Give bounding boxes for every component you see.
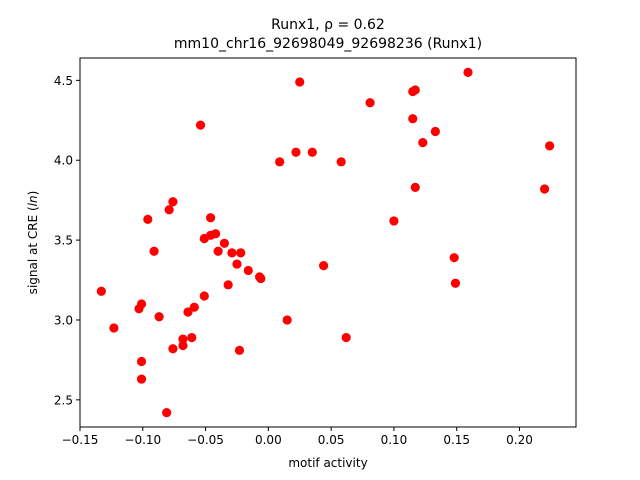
data-point: [195, 120, 206, 130]
data-point: [234, 345, 245, 355]
data-point: [168, 344, 178, 354]
y-tick-label: 3.0: [54, 313, 73, 327]
data-point: [256, 273, 266, 284]
data-point: [136, 299, 147, 309]
x-tick-label: 0.15: [443, 433, 470, 447]
data-point: [450, 278, 461, 288]
data-point: [149, 246, 159, 256]
data-point: [109, 323, 119, 333]
data-point: [164, 205, 174, 215]
data-point: [136, 374, 147, 384]
data-point: [162, 408, 172, 418]
data-point: [463, 67, 473, 77]
data-point: [189, 302, 199, 312]
data-point: [540, 184, 550, 194]
x-tick-label: −0.10: [124, 433, 161, 447]
data-point: [213, 246, 223, 256]
data-point: [307, 147, 317, 157]
data-point: [430, 126, 440, 137]
data-point: [223, 280, 233, 290]
y-tick-label: 4.5: [54, 74, 73, 88]
data-point: [219, 238, 230, 248]
data-point: [143, 214, 153, 224]
x-tick-label: 0.20: [506, 433, 533, 447]
data-point: [291, 147, 301, 157]
chart-title-line1: Runx1, ρ = 0.62: [271, 17, 385, 33]
data-point: [205, 213, 216, 223]
data-point: [389, 216, 399, 226]
data-point: [449, 253, 459, 263]
data-point: [136, 356, 147, 367]
data-point: [211, 229, 221, 239]
data-point: [545, 141, 555, 151]
data-point: [168, 197, 178, 207]
y-axis-label: signal at CRE (ln): [26, 191, 40, 295]
data-point: [232, 259, 242, 269]
data-point: [319, 261, 329, 271]
data-point: [336, 157, 346, 167]
data-point: [275, 157, 285, 167]
x-axis-label: motif activity: [288, 456, 367, 470]
data-point: [365, 98, 375, 108]
x-tick-label: −0.15: [62, 433, 99, 447]
plot-area-frame: [79, 57, 577, 428]
data-point: [183, 307, 193, 317]
data-point: [282, 315, 292, 325]
data-point: [341, 332, 351, 343]
x-tick-label: 0.00: [255, 433, 282, 447]
data-point: [410, 85, 420, 95]
y-tick-label: 2.5: [54, 393, 73, 407]
data-point: [243, 265, 253, 276]
x-tick-label: 0.10: [381, 433, 408, 447]
x-axis-ticks: −0.15 −0.10 −0.05 0.00 0.05 0.10 0.15 0.20: [62, 427, 533, 447]
data-point: [187, 332, 197, 343]
data-point: [199, 291, 209, 301]
data-point: [295, 77, 305, 87]
chart-title-line2: mm10_chr16_92698049_92698236 (Runx1): [174, 36, 482, 52]
data-point: [227, 248, 237, 258]
data-point: [408, 114, 418, 124]
x-tick-label: −0.05: [187, 433, 224, 447]
y-axis-ticks: 2.5 3.0 3.5 4.0 4.5: [54, 74, 80, 407]
data-point: [178, 340, 188, 351]
y-tick-label: 4.0: [54, 154, 73, 168]
data-point: [410, 182, 420, 192]
data-point: [96, 286, 106, 296]
x-tick-label: 0.05: [318, 433, 345, 447]
data-point: [236, 248, 246, 258]
y-tick-label: 3.5: [54, 234, 73, 248]
data-points: [96, 67, 555, 418]
data-point: [418, 138, 428, 148]
data-point: [154, 312, 164, 322]
data-point: [178, 334, 188, 344]
